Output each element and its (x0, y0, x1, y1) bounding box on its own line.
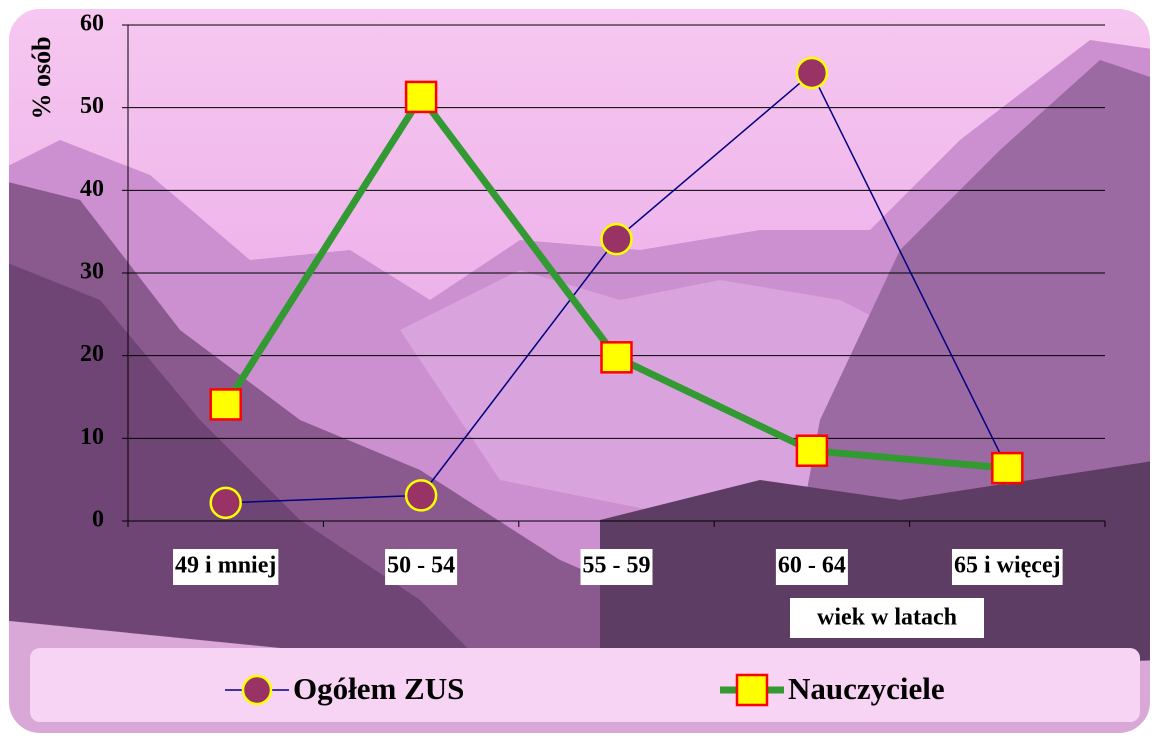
marker (795, 56, 829, 90)
x-label-bg (385, 549, 458, 585)
legend: Ogółem ZUS Nauczyciele (225, 671, 945, 707)
y-tick-label: 40 (80, 176, 104, 202)
y-tick-label: 10 (80, 424, 104, 450)
legend-marker (241, 674, 273, 706)
plot-area: 0 10 20 30 40 50 60 49 i mniej 50 - 54 55 - 59 60 … (80, 11, 1106, 585)
marker (991, 451, 1024, 485)
legend-label: Ogółem ZUS (293, 671, 464, 706)
legend-label: Nauczyciele (788, 671, 945, 706)
y-tick-label: 60 (80, 11, 104, 37)
legend-marker (735, 673, 769, 707)
x-tick-label: 50 - 54 (387, 553, 455, 579)
x-label-bg (173, 549, 279, 585)
x-label-bg (580, 549, 653, 585)
y-tick-label: 30 (80, 259, 104, 285)
x-axis-label: wiek w latach (817, 605, 957, 631)
marker (209, 486, 242, 520)
x-label-bg (775, 549, 848, 585)
marker (404, 479, 438, 512)
marker (209, 388, 242, 421)
x-label-bg (951, 549, 1063, 585)
x-label-bg (790, 598, 984, 638)
marker (795, 434, 829, 467)
x-tick-label: 60 - 64 (778, 553, 846, 579)
legend-box (30, 648, 1140, 722)
y-tick-label: 20 (80, 341, 104, 367)
x-tick-label: 49 i mniej (175, 553, 276, 579)
x-tick-label: 55 - 59 (583, 553, 651, 579)
marker (404, 80, 438, 114)
x-tick-label: 65 i więcej (954, 553, 1061, 579)
y-axis-label: % osób (27, 36, 56, 119)
frame (3, 3, 1156, 739)
y-tick-label: 0 (92, 507, 104, 533)
marker (600, 222, 633, 256)
marker (600, 341, 633, 374)
y-tick-label: 50 (80, 93, 104, 119)
